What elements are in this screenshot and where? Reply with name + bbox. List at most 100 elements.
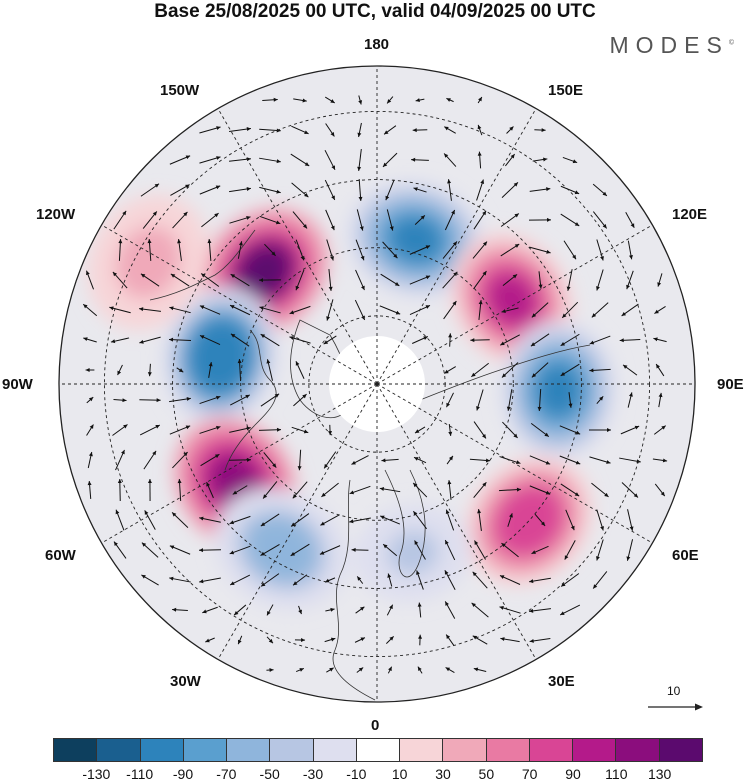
vector-scale-label: 10 xyxy=(667,684,681,698)
wind-vector xyxy=(534,128,546,133)
wind-vector xyxy=(382,543,398,557)
alaska-coast xyxy=(149,229,256,301)
wind-vector xyxy=(596,509,604,531)
wind-vector xyxy=(654,483,666,497)
colorbar-tick-label: 90 xyxy=(565,766,581,782)
colorbar-swatch xyxy=(658,739,702,761)
wind-vector xyxy=(477,509,482,531)
colorbar-swatch xyxy=(528,739,573,761)
latitude-circle-60 xyxy=(240,247,514,521)
wind-vector xyxy=(266,604,274,616)
wind-vector xyxy=(442,241,458,259)
wind-vector xyxy=(323,451,337,469)
wind-vector xyxy=(357,122,362,138)
wind-vector xyxy=(349,517,371,524)
wind-vector xyxy=(237,358,242,382)
wind-vector xyxy=(260,393,280,407)
wind-vector xyxy=(292,211,308,229)
wind-vector xyxy=(86,270,94,290)
wind-vector xyxy=(657,273,663,287)
wind-vector xyxy=(537,388,542,412)
wind-vector xyxy=(531,302,549,318)
wind-vector xyxy=(264,243,276,257)
vector-scale-arrow xyxy=(648,703,703,711)
wind-vector xyxy=(292,481,308,499)
wind-vector xyxy=(507,513,513,527)
wind-vector xyxy=(139,336,161,344)
lon-label-180: 180 xyxy=(364,36,390,53)
lon-label-90e: 90E xyxy=(717,376,744,393)
wind-vector xyxy=(448,333,453,347)
wind-vector xyxy=(232,485,248,495)
colorbar-swatch xyxy=(485,739,529,761)
polar-map xyxy=(58,65,703,711)
logo-mark: © xyxy=(728,39,734,47)
wind-vector xyxy=(472,571,488,589)
wind-vector xyxy=(147,238,152,262)
wind-vector xyxy=(229,545,251,555)
wind-vector xyxy=(262,97,278,102)
wind-vector xyxy=(416,570,424,590)
wind-vector xyxy=(417,666,423,674)
wind-vector xyxy=(528,217,552,222)
wind-vector xyxy=(473,481,487,499)
meridian-60 xyxy=(376,383,653,544)
wind-vector xyxy=(118,239,123,261)
wind-vector xyxy=(86,424,94,436)
wind-vector xyxy=(653,337,667,343)
wind-vector xyxy=(295,361,305,379)
wind-vector xyxy=(501,542,519,558)
wind-vector xyxy=(627,392,633,408)
wind-vector xyxy=(293,393,307,407)
wind-vector xyxy=(564,540,576,560)
anomaly-positive-0-level-4 xyxy=(240,247,289,296)
wind-vector xyxy=(169,155,191,165)
meridian-210 xyxy=(217,108,378,385)
wind-vector xyxy=(356,667,364,673)
wind-vector xyxy=(326,667,334,673)
wind-vector xyxy=(620,425,640,435)
wind-vector xyxy=(560,363,580,377)
wind-vector xyxy=(321,482,339,498)
wind-vector xyxy=(199,577,221,584)
wind-vector xyxy=(293,98,307,103)
wind-vector xyxy=(259,157,281,164)
wind-vector xyxy=(412,128,428,133)
wind-vector xyxy=(589,335,611,345)
anomaly-positive-2-level-4 xyxy=(488,274,536,325)
wind-vector xyxy=(142,211,158,229)
wind-vector xyxy=(592,571,608,589)
wind-vector xyxy=(627,509,634,531)
wind-vector xyxy=(289,305,311,315)
colorbar-tick-label: -110 xyxy=(126,766,154,782)
wind-vector xyxy=(382,152,398,168)
wind-vector xyxy=(385,636,395,644)
wind-vector xyxy=(357,149,362,171)
colorbar-tick-label: -30 xyxy=(302,766,324,782)
wind-vector xyxy=(409,275,431,285)
wind-vector xyxy=(443,153,457,167)
wind-vector xyxy=(110,337,130,344)
colorbar-tick-label: -10 xyxy=(346,766,367,782)
wind-vector xyxy=(139,307,161,312)
wind-vector xyxy=(324,577,336,583)
wind-vector xyxy=(358,178,363,202)
wind-vector xyxy=(418,634,423,646)
meridian-300 xyxy=(101,383,378,544)
wind-vector xyxy=(592,183,608,197)
wind-vector xyxy=(444,209,456,231)
wind-vector xyxy=(471,362,489,378)
wind-vector xyxy=(139,424,161,436)
map-frame xyxy=(58,65,696,703)
lon-label-150e: 150E xyxy=(548,82,584,99)
colorbar-tick-label: 130 xyxy=(647,766,672,782)
wind-vector xyxy=(324,96,336,104)
wind-vector xyxy=(471,602,489,618)
lon-label-90w: 90W xyxy=(2,376,33,393)
wind-vector xyxy=(381,458,399,463)
wind-vector xyxy=(447,179,452,201)
wind-vector xyxy=(387,666,393,674)
wind-vector xyxy=(326,239,334,261)
wind-vector xyxy=(169,306,191,314)
meridian-240 xyxy=(101,224,378,385)
